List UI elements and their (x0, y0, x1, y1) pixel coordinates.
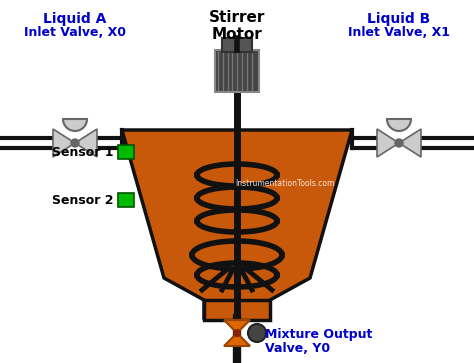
Circle shape (248, 324, 266, 342)
Wedge shape (63, 119, 87, 131)
Polygon shape (377, 129, 399, 157)
Circle shape (395, 139, 403, 147)
Text: Liquid B: Liquid B (367, 12, 430, 26)
Circle shape (233, 329, 241, 337)
Polygon shape (53, 129, 75, 157)
Text: Inlet Valve, X1: Inlet Valve, X1 (348, 26, 450, 39)
Polygon shape (224, 333, 250, 346)
Bar (204, 300, 270, 320)
Polygon shape (224, 320, 250, 333)
Bar (215, 50, 259, 92)
Polygon shape (122, 130, 352, 318)
Polygon shape (75, 129, 97, 157)
Text: InstrumentationTools.com: InstrumentationTools.com (235, 179, 335, 188)
Text: Stirrer: Stirrer (209, 10, 265, 25)
Bar (118, 145, 134, 159)
Text: Sensor 2: Sensor 2 (53, 193, 114, 207)
Text: Inlet Valve, X0: Inlet Valve, X0 (24, 26, 126, 39)
Text: Valve, Y0: Valve, Y0 (265, 342, 330, 355)
Wedge shape (387, 119, 411, 131)
Text: Sensor 1: Sensor 1 (53, 146, 114, 159)
Circle shape (71, 139, 79, 147)
Bar (222, 38, 252, 52)
Polygon shape (399, 129, 421, 157)
Text: Mixture Output: Mixture Output (265, 328, 373, 341)
Text: Liquid A: Liquid A (43, 12, 107, 26)
Bar (118, 193, 134, 207)
Text: Motor: Motor (211, 27, 263, 42)
